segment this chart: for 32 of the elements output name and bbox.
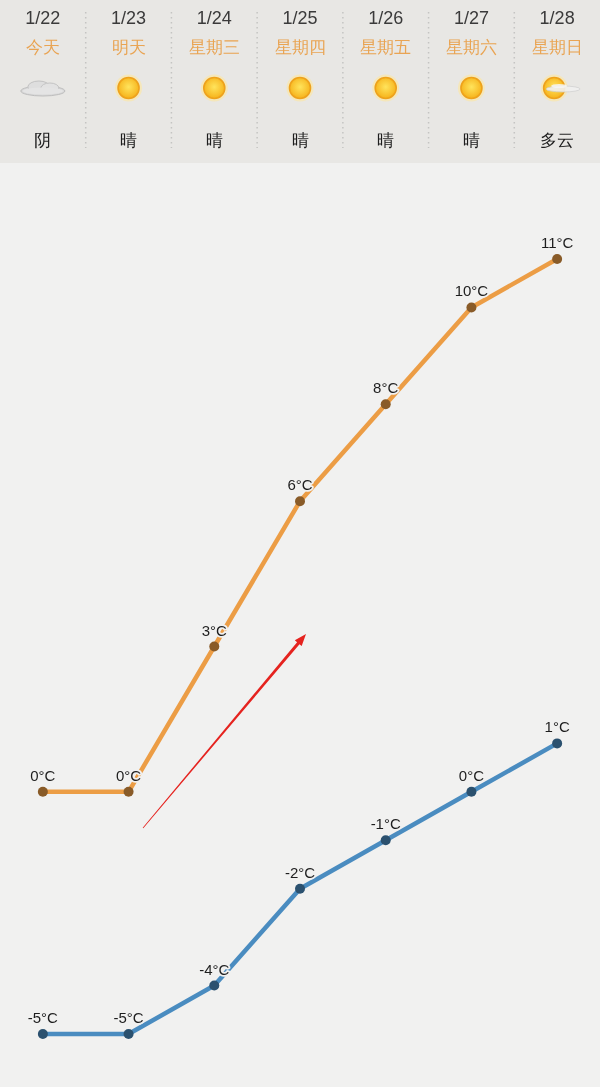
data-label: 11°C xyxy=(540,234,574,251)
x-tick-label: 1/26 xyxy=(368,8,404,28)
data-label: 10°C xyxy=(454,282,489,300)
x-tick-label: 1/28 xyxy=(539,8,575,28)
data-label: 6°C xyxy=(287,476,313,494)
data-label: -5°C xyxy=(113,1009,144,1026)
annotation: 星期三 xyxy=(188,38,240,57)
data-label: 0°C xyxy=(30,766,56,784)
annotation: 今天 xyxy=(25,38,60,57)
annotation: 晴 xyxy=(205,131,223,150)
annotation: 晴 xyxy=(462,131,480,150)
annotation: 星期四 xyxy=(274,38,326,57)
data-label: 1°C xyxy=(544,718,570,736)
data-label: 0°C xyxy=(458,766,484,784)
annotation: 星期五 xyxy=(360,38,412,57)
annotation: 明天 xyxy=(111,38,146,57)
x-tick-label: 1/27 xyxy=(453,8,489,28)
annotation: 晴 xyxy=(120,131,138,150)
annotation: 星期六 xyxy=(445,38,497,57)
annotation: 晴 xyxy=(377,131,395,150)
data-label: -5°C xyxy=(27,1009,58,1026)
annotation: 多云 xyxy=(540,131,575,150)
x-tick-label: 1/23 xyxy=(111,8,147,28)
data-label: -2°C xyxy=(284,863,316,881)
data-label: -1°C xyxy=(370,815,401,833)
annotation: 阴 xyxy=(34,131,52,150)
x-tick-label: 1/22 xyxy=(25,8,61,28)
annotation: 晴 xyxy=(291,131,309,150)
data-label: 8°C xyxy=(373,379,399,397)
x-tick-label: 1/24 xyxy=(196,8,232,28)
x-tick-label: 1/25 xyxy=(282,8,318,28)
annotation: 星期日 xyxy=(531,38,583,57)
